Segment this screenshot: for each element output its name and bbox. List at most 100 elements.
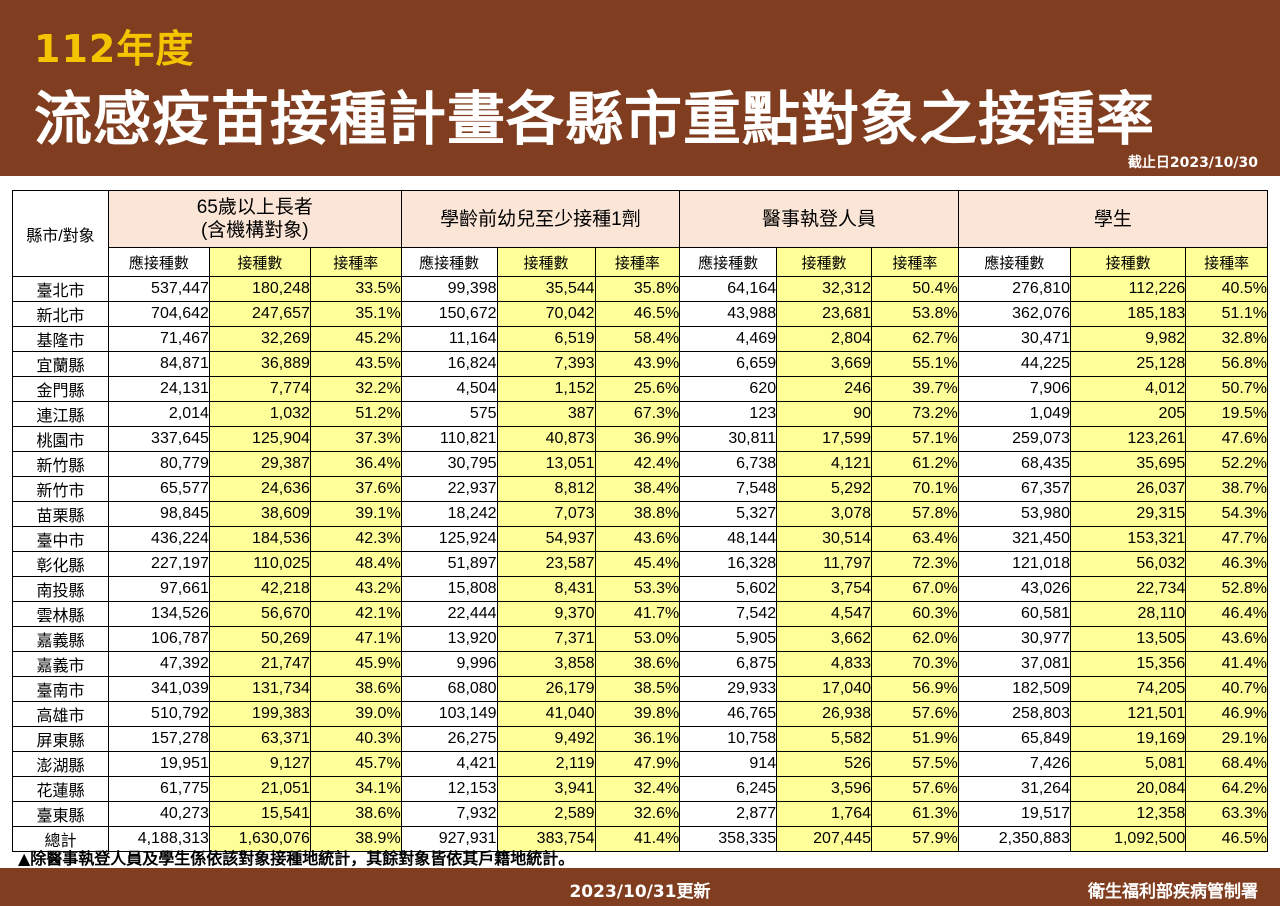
vaccinated-count-cell: 123,261 — [1069, 426, 1187, 452]
vaccinated-count-cell: 13,505 — [1069, 626, 1187, 652]
rate-cell: 33.5% — [309, 276, 402, 302]
eligible-count-cell: 13,920 — [400, 626, 498, 652]
rate-cell: 36.4% — [309, 451, 402, 477]
rate-cell: 47.9% — [594, 751, 681, 777]
corner-header: 縣市/對象 — [12, 190, 109, 277]
vaccinated-count-cell: 23,587 — [496, 551, 596, 577]
rate-cell: 51.1% — [1185, 301, 1268, 327]
group-header-medical-staff: 醫事執登人員 — [679, 190, 959, 248]
eligible-count-cell: 914 — [679, 751, 778, 777]
eligible-count-cell: 258,803 — [957, 701, 1071, 727]
vaccinated-count-cell: 26,037 — [1069, 476, 1187, 502]
rate-cell: 42.1% — [309, 601, 402, 627]
region-name-cell: 宜蘭縣 — [12, 351, 109, 377]
rate-cell: 70.3% — [871, 651, 959, 677]
vaccinated-count-cell: 11,797 — [776, 551, 872, 577]
eligible-count-cell: 60,581 — [957, 601, 1071, 627]
eligible-count-cell: 110,821 — [400, 426, 498, 452]
rate-cell: 32.4% — [594, 776, 681, 802]
vaccinated-count-cell: 3,078 — [776, 501, 872, 527]
year-heading: 112年度 — [34, 27, 195, 71]
rate-cell: 57.8% — [871, 501, 959, 527]
group-title: 65歲以上長者 — [196, 197, 313, 218]
vaccinated-count-cell: 36,889 — [208, 351, 311, 377]
rate-cell: 32.8% — [1185, 326, 1268, 352]
rate-cell: 60.3% — [871, 601, 959, 627]
eligible-count-cell: 24,131 — [107, 376, 210, 402]
rate-cell: 38.8% — [594, 501, 681, 527]
eligible-count-cell: 18,242 — [400, 501, 498, 527]
rate-cell: 39.1% — [309, 501, 402, 527]
region-name-cell: 臺中市 — [12, 526, 109, 552]
vaccinated-count-cell: 185,183 — [1069, 301, 1187, 327]
table-row: 高雄市 510,792 199,383 39.0% 103,149 41,040 39.8%… — [12, 701, 1268, 727]
vaccinated-count-cell: 1,764 — [776, 801, 872, 827]
rate-cell: 43.9% — [594, 351, 681, 377]
vaccinated-count-cell: 20,084 — [1069, 776, 1187, 802]
vaccinated-count-cell: 23,681 — [776, 301, 872, 327]
rate-cell: 38.4% — [594, 476, 681, 502]
rate-cell: 57.6% — [871, 701, 959, 727]
rate-cell: 63.4% — [871, 526, 959, 552]
eligible-count-cell: 19,951 — [107, 751, 210, 777]
region-name-cell: 新竹市 — [12, 476, 109, 502]
update-date: 2023/10/31更新 — [569, 882, 711, 902]
region-name-cell: 臺南市 — [12, 676, 109, 702]
table-row: 桃園市 337,645 125,904 37.3% 110,821 40,873 36.9%… — [12, 426, 1268, 452]
table-row: 新竹市 65,577 24,636 37.6% 22,937 8,812 38.4% 7,54… — [12, 476, 1268, 502]
vaccinated-count-cell: 180,248 — [208, 276, 311, 302]
vaccinated-count-cell: 24,636 — [208, 476, 311, 502]
region-name-cell: 南投縣 — [12, 576, 109, 602]
eligible-count-cell: 2,877 — [679, 801, 778, 827]
eligible-count-cell: 259,073 — [957, 426, 1071, 452]
vaccinated-count-cell: 40,873 — [496, 426, 596, 452]
vaccinated-count-cell: 70,042 — [496, 301, 596, 327]
rate-cell: 36.9% — [594, 426, 681, 452]
rate-cell: 29.1% — [1185, 726, 1268, 752]
eligible-count-cell: 5,327 — [679, 501, 778, 527]
vaccinated-count-cell: 5,081 — [1069, 751, 1187, 777]
rate-cell: 55.1% — [871, 351, 959, 377]
cutoff-date: 截止日2023/10/30 — [1127, 155, 1258, 171]
eligible-count-cell: 30,977 — [957, 626, 1071, 652]
rate-cell: 19.5% — [1185, 401, 1268, 427]
eligible-count-cell: 99,398 — [400, 276, 498, 302]
subheader-row: 應接種數 接種數 接種率 應接種數 接種數 接種率 應接種數 接種數 接種率 應… — [13, 247, 1268, 277]
vaccinated-count-cell: 5,292 — [776, 476, 872, 502]
eligible-count-cell: 43,988 — [679, 301, 778, 327]
region-name-cell: 澎湖縣 — [12, 751, 109, 777]
vaccinated-count-cell: 3,669 — [776, 351, 872, 377]
rate-cell: 54.3% — [1185, 501, 1268, 527]
table-row: 澎湖縣 19,951 9,127 45.7% 4,421 2,119 47.9% 914 526… — [12, 751, 1268, 777]
subheader-vaccinated: 接種數 — [776, 247, 872, 277]
rate-cell: 37.6% — [309, 476, 402, 502]
rate-cell: 32.2% — [309, 376, 402, 402]
region-name-cell: 新北市 — [12, 301, 109, 327]
rate-cell: 40.3% — [309, 726, 402, 752]
rate-cell: 57.5% — [871, 751, 959, 777]
rate-cell: 37.3% — [309, 426, 402, 452]
rate-cell: 63.3% — [1185, 801, 1268, 827]
vaccinated-count-cell: 63,371 — [208, 726, 311, 752]
eligible-count-cell: 121,018 — [957, 551, 1071, 577]
eligible-count-cell: 927,931 — [400, 826, 498, 852]
rate-cell: 51.2% — [309, 401, 402, 427]
region-name-cell: 嘉義市 — [12, 651, 109, 677]
rate-cell: 39.0% — [309, 701, 402, 727]
eligible-count-cell: 2,350,883 — [957, 826, 1071, 852]
eligible-count-cell: 134,526 — [107, 601, 210, 627]
vaccinated-count-cell: 38,609 — [208, 501, 311, 527]
eligible-count-cell: 7,542 — [679, 601, 778, 627]
table-row: 花蓮縣 61,775 21,051 34.1% 12,153 3,941 32.4% 6,24… — [12, 776, 1268, 802]
rate-cell: 32.6% — [594, 801, 681, 827]
eligible-count-cell: 12,153 — [400, 776, 498, 802]
vaccinated-count-cell: 29,315 — [1069, 501, 1187, 527]
eligible-count-cell: 704,642 — [107, 301, 210, 327]
eligible-count-cell: 341,039 — [107, 676, 210, 702]
vaccinated-count-cell: 2,589 — [496, 801, 596, 827]
group-header-students: 學生 — [957, 190, 1269, 248]
rate-cell: 62.7% — [871, 326, 959, 352]
eligible-count-cell: 40,273 — [107, 801, 210, 827]
table-row: 基隆市 71,467 32,269 45.2% 11,164 6,519 58.4% 4,46… — [12, 326, 1268, 352]
vaccinated-count-cell: 2,804 — [776, 326, 872, 352]
